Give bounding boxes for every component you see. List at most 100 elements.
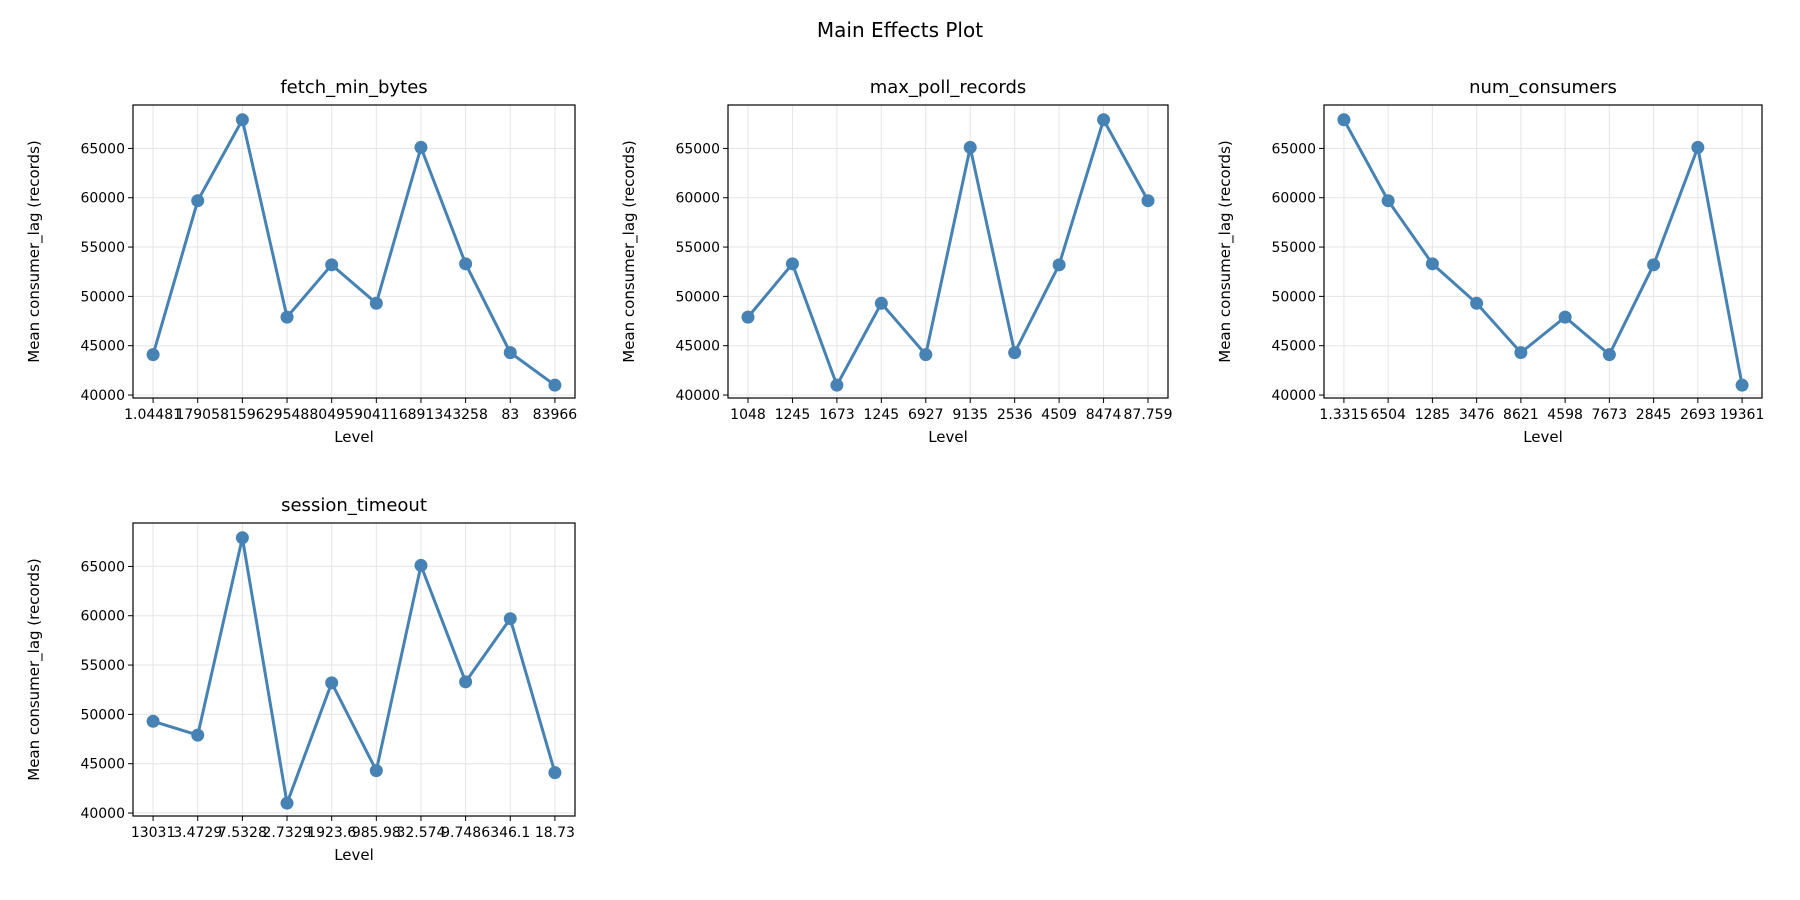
data-point xyxy=(1691,140,1705,154)
y-tick-label: 60000 xyxy=(1271,191,1316,207)
y-tick-label: 40000 xyxy=(675,388,720,404)
series-line xyxy=(151,115,556,387)
x-tick-label: 1.3315 xyxy=(1319,407,1368,423)
subplot-title: num_consumers xyxy=(1469,77,1617,98)
subplot-title: fetch_min_bytes xyxy=(280,77,427,98)
y-tick-label: 50000 xyxy=(80,707,125,723)
y-tick-label: 40000 xyxy=(80,806,125,822)
x-tick-label: 43258 xyxy=(443,407,488,423)
x-tick-label: 7673 xyxy=(1592,407,1628,423)
y-tick-label: 50000 xyxy=(675,289,720,305)
data-point xyxy=(280,796,294,810)
x-tick-label: 83966 xyxy=(533,407,578,423)
x-tick-label: 29548 xyxy=(265,407,310,423)
data-point xyxy=(235,531,249,545)
x-tick-label: 17905 xyxy=(175,407,220,423)
y-tick-label: 45000 xyxy=(80,757,125,773)
data-point xyxy=(459,257,473,271)
x-tick-label: 19361 xyxy=(1720,407,1765,423)
x-tick-label: 80495 xyxy=(309,407,354,423)
axes-frame xyxy=(132,522,576,817)
data-point xyxy=(1141,194,1155,208)
x-tick-label: 1673 xyxy=(819,407,855,423)
series-line xyxy=(1342,119,1744,386)
data-point xyxy=(280,310,294,324)
subplot-num_consumers: 40000 45000 50000 55000 60000 65000 1.3315 6504… xyxy=(1216,77,1764,446)
figure-title: Main Effects Plot xyxy=(817,18,983,42)
y-tick-label: 60000 xyxy=(675,191,720,207)
data-point xyxy=(1337,113,1351,127)
x-tick-label: 346.1 xyxy=(490,825,530,841)
data-point xyxy=(874,296,888,310)
axes-frame xyxy=(727,104,1169,399)
series-line xyxy=(746,115,1150,389)
y-axis-label: Mean consumer_lag (records) xyxy=(25,558,44,780)
x-tick-label: 18.73 xyxy=(535,825,575,841)
x-tick-label: 81596 xyxy=(220,407,265,423)
x-tick-label: 68913 xyxy=(399,407,444,423)
data-point xyxy=(548,378,562,392)
data-point xyxy=(503,612,517,626)
x-tick-label: 2693 xyxy=(1680,407,1716,423)
x-tick-label: 3476 xyxy=(1459,407,1495,423)
y-tick-label: 40000 xyxy=(1271,388,1316,404)
y-tick-label: 65000 xyxy=(675,141,720,157)
x-tick-label: 1923.6 xyxy=(307,825,356,841)
series-line xyxy=(152,537,557,809)
data-point xyxy=(919,348,933,362)
y-tick-label: 65000 xyxy=(1271,141,1316,157)
x-tick-label: 1285 xyxy=(1415,407,1451,423)
y-tick-label: 60000 xyxy=(80,609,125,625)
data-point xyxy=(503,346,517,360)
data-point xyxy=(235,113,249,127)
data-point xyxy=(963,140,977,154)
y-tick-label: 40000 xyxy=(80,388,125,404)
data-point xyxy=(1514,346,1528,360)
y-axis-label: Mean consumer_lag (records) xyxy=(25,140,44,362)
x-tick-label: 2536 xyxy=(997,407,1033,423)
subplot-max_poll_records: 40000 45000 50000 55000 60000 65000 1048 1245 16… xyxy=(620,77,1173,446)
data-point xyxy=(369,764,383,778)
x-axis-label: Level xyxy=(334,846,374,864)
data-point xyxy=(1008,346,1022,360)
x-tick-label: 2.7329 xyxy=(263,825,312,841)
x-tick-label: 985.98 xyxy=(352,825,401,841)
data-point xyxy=(146,714,160,728)
y-tick-label: 55000 xyxy=(80,658,125,674)
data-point xyxy=(191,194,205,208)
y-tick-label: 55000 xyxy=(675,240,720,256)
subplot-title: session_timeout xyxy=(281,495,427,516)
subplot-fetch_min_bytes: 40000 45000 50000 55000 60000 65000 1.04481179… xyxy=(25,77,577,446)
x-tick-label: 2845 xyxy=(1636,407,1672,423)
subplot-title: max_poll_records xyxy=(870,77,1027,98)
data-point xyxy=(741,310,755,324)
data-point xyxy=(325,258,339,272)
x-tick-label: 13031 xyxy=(131,825,176,841)
y-tick-label: 55000 xyxy=(80,240,125,256)
data-point xyxy=(1052,258,1066,272)
data-point xyxy=(548,766,562,780)
x-tick-label: 4509 xyxy=(1041,407,1077,423)
data-point xyxy=(414,558,428,572)
data-point xyxy=(785,257,799,271)
x-axis-label: Level xyxy=(334,428,374,446)
x-tick-label: 7.5328 xyxy=(218,825,267,841)
y-tick-label: 45000 xyxy=(80,339,125,355)
x-tick-label: 8621 xyxy=(1503,407,1539,423)
data-point xyxy=(1097,113,1111,127)
data-point xyxy=(146,348,160,362)
x-tick-label: 8474 xyxy=(1086,407,1122,423)
data-point xyxy=(1602,348,1616,362)
x-tick-label: 4598 xyxy=(1547,407,1583,423)
x-tick-label: 6504 xyxy=(1370,407,1406,423)
y-tick-label: 45000 xyxy=(1271,339,1316,355)
x-tick-label: 32.574 xyxy=(396,825,445,841)
x-tick-label: 83 xyxy=(501,407,519,423)
data-point xyxy=(830,378,844,392)
axes-frame xyxy=(132,104,576,399)
data-point xyxy=(1558,310,1572,324)
data-point xyxy=(1425,257,1439,271)
data-point xyxy=(1381,194,1395,208)
data-point xyxy=(1735,378,1749,392)
